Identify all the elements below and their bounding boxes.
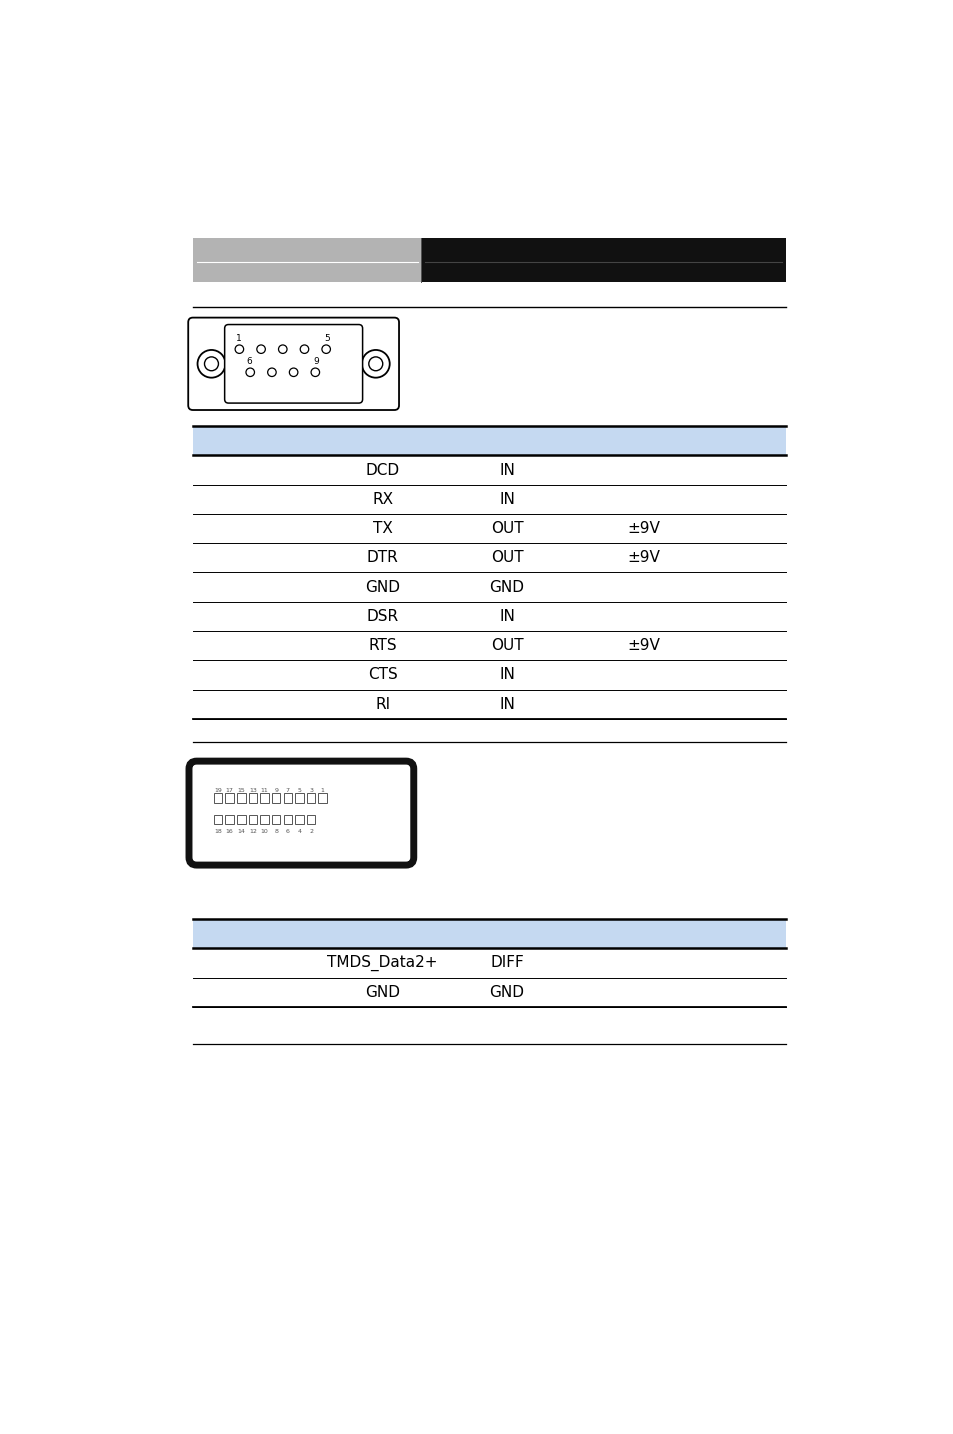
FancyBboxPatch shape <box>224 324 362 403</box>
Text: 5: 5 <box>324 334 330 343</box>
Text: 5: 5 <box>297 787 301 793</box>
Text: 9: 9 <box>274 787 278 793</box>
Text: DCD: DCD <box>365 463 399 478</box>
Text: IN: IN <box>498 667 515 683</box>
Text: 6: 6 <box>286 829 290 833</box>
Bar <box>193 238 421 282</box>
Text: IN: IN <box>498 463 515 478</box>
Text: 19: 19 <box>213 787 222 793</box>
Bar <box>236 815 245 825</box>
Text: TX: TX <box>373 521 392 536</box>
Text: 13: 13 <box>249 787 256 793</box>
Bar <box>225 793 233 803</box>
Bar <box>249 793 257 803</box>
Text: OUT: OUT <box>490 551 523 565</box>
Text: 11: 11 <box>260 787 268 793</box>
Text: 1: 1 <box>320 787 324 793</box>
Text: 8: 8 <box>274 829 278 833</box>
Text: ±9V: ±9V <box>626 638 659 652</box>
Text: RTS: RTS <box>368 638 396 652</box>
Text: 2: 2 <box>309 829 313 833</box>
Text: GND: GND <box>489 579 524 595</box>
Bar <box>213 793 222 803</box>
Text: 4: 4 <box>297 829 301 833</box>
Text: GND: GND <box>489 985 524 999</box>
Bar <box>318 793 327 803</box>
Bar <box>260 815 269 825</box>
Text: IN: IN <box>498 609 515 624</box>
Text: 16: 16 <box>226 829 233 833</box>
Text: GND: GND <box>365 579 399 595</box>
Text: DIFF: DIFF <box>490 955 523 971</box>
Text: ±9V: ±9V <box>626 551 659 565</box>
Bar <box>421 238 785 282</box>
Text: 18: 18 <box>214 829 222 833</box>
Bar <box>307 815 315 825</box>
Bar <box>236 793 245 803</box>
Text: IN: IN <box>498 697 515 711</box>
Text: 10: 10 <box>260 829 268 833</box>
Text: 3: 3 <box>309 787 313 793</box>
Text: TMDS_Data2+: TMDS_Data2+ <box>327 955 437 971</box>
Text: RI: RI <box>375 697 390 711</box>
Bar <box>294 815 303 825</box>
Bar <box>272 815 280 825</box>
Text: CTS: CTS <box>367 667 397 683</box>
Bar <box>283 793 292 803</box>
Bar <box>193 919 785 948</box>
Bar <box>193 426 785 456</box>
FancyBboxPatch shape <box>189 761 414 865</box>
Text: DTR: DTR <box>366 551 398 565</box>
Bar <box>272 793 280 803</box>
FancyBboxPatch shape <box>188 317 398 410</box>
Text: 7: 7 <box>286 787 290 793</box>
Text: OUT: OUT <box>490 638 523 652</box>
Text: 15: 15 <box>237 787 245 793</box>
Text: 6: 6 <box>246 357 252 366</box>
Text: OUT: OUT <box>490 521 523 536</box>
Bar <box>225 815 233 825</box>
Text: DSR: DSR <box>366 609 398 624</box>
Text: RX: RX <box>372 492 393 506</box>
Bar <box>213 815 222 825</box>
Bar <box>307 793 315 803</box>
Bar <box>294 793 303 803</box>
Text: 9: 9 <box>313 357 318 366</box>
Bar <box>249 815 257 825</box>
Text: 17: 17 <box>226 787 233 793</box>
Bar <box>260 793 269 803</box>
Text: GND: GND <box>365 985 399 999</box>
Text: ±9V: ±9V <box>626 521 659 536</box>
Text: 12: 12 <box>249 829 256 833</box>
Text: IN: IN <box>498 492 515 506</box>
Text: 14: 14 <box>237 829 245 833</box>
Bar <box>283 815 292 825</box>
Text: 1: 1 <box>235 334 241 343</box>
